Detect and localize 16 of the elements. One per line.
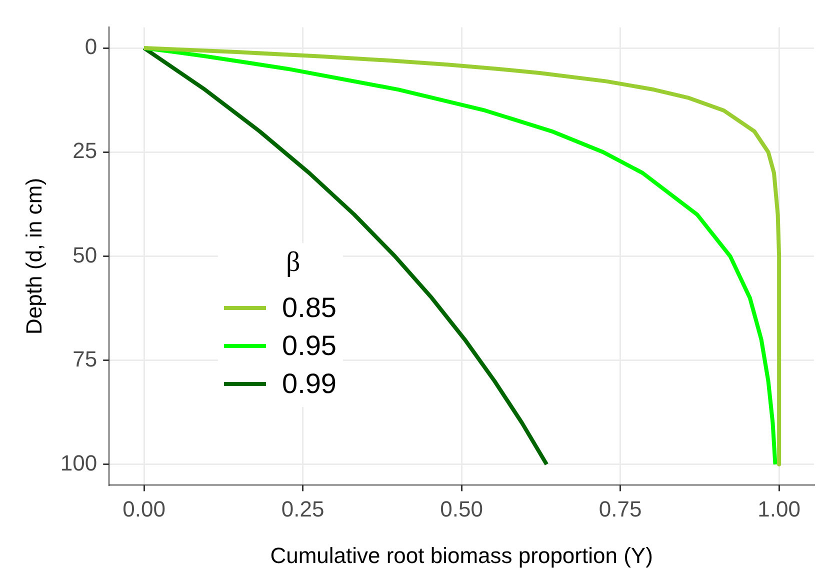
y-tick-label: 0 [84, 34, 98, 60]
x-tick-label: 0.50 [440, 496, 483, 522]
legend-label: 0.99 [282, 368, 336, 400]
legend-label: 0.85 [282, 292, 336, 324]
y-tick-label: 50 [72, 242, 98, 268]
x-axis-title: Cumulative root biomass proportion (Y) [270, 542, 653, 568]
x-tick-label: 0.00 [122, 496, 166, 522]
y-tick-label: 25 [72, 138, 98, 164]
x-tick-label: 0.25 [281, 496, 324, 522]
y-axis-title: Depth (d, in cm) [21, 178, 46, 334]
x-tick-label: 1.00 [758, 496, 800, 522]
y-tick-label: 100 [60, 450, 98, 476]
legend-label: 0.95 [282, 330, 336, 362]
legend-title: β [286, 247, 302, 279]
y-tick-label: 75 [72, 346, 98, 372]
x-tick-label: 0.75 [598, 496, 642, 522]
